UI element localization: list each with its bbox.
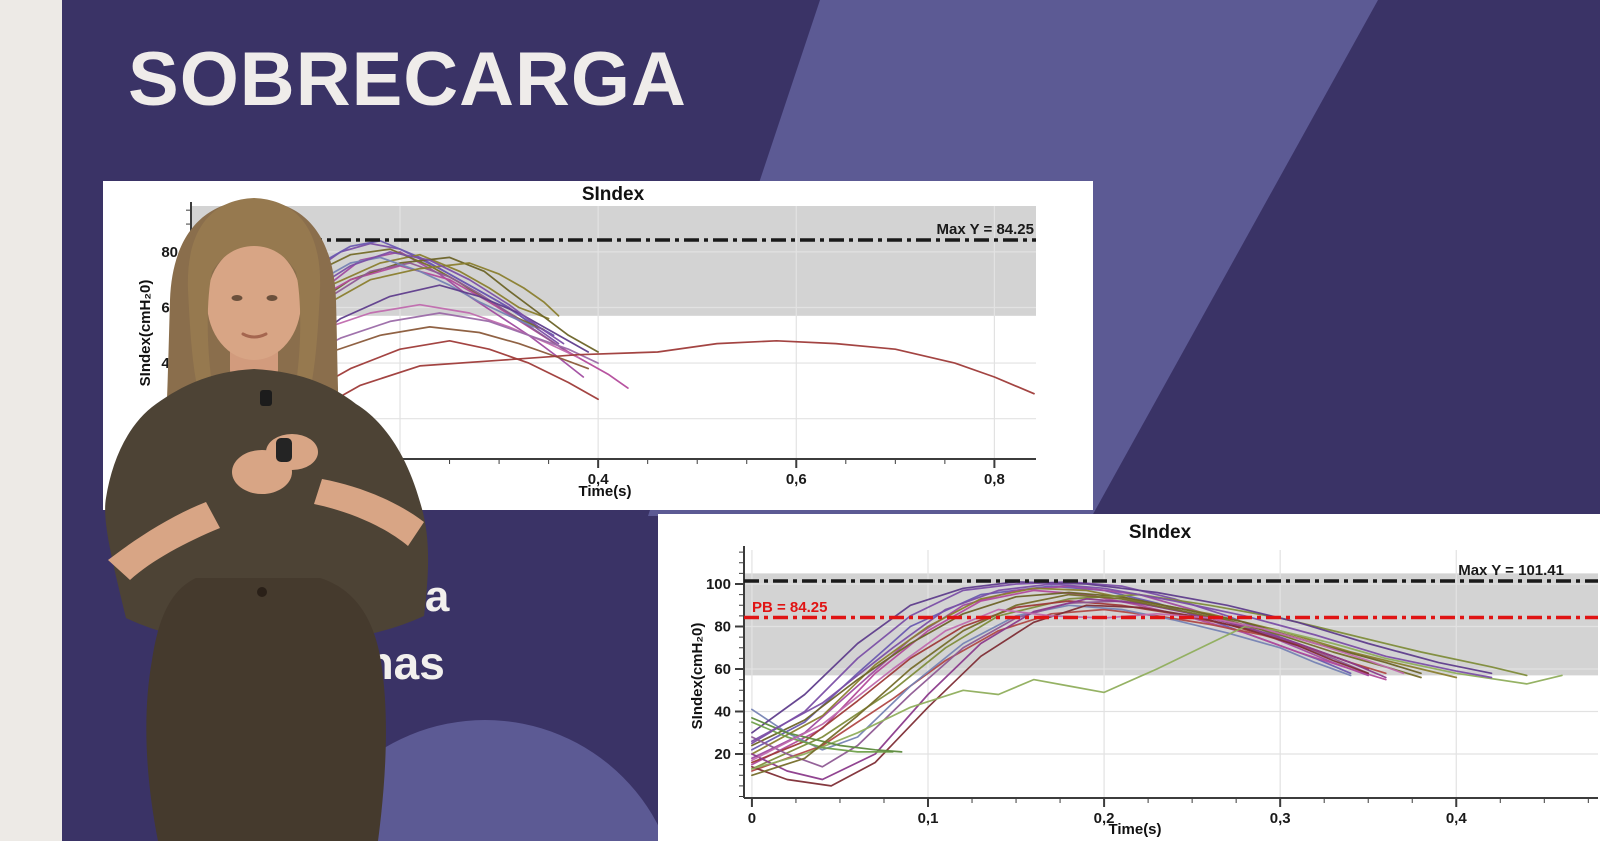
svg-text:Time(s): Time(s): [578, 483, 631, 500]
svg-text:40: 40: [161, 355, 178, 372]
svg-text:60: 60: [714, 661, 731, 678]
left-strip: [0, 0, 62, 841]
sindex-chart-bottom-panel: 0 0,1 0,2 0,3 0,4 20 40 60 80 100 Max Y = 101.41 PB…: [658, 514, 1600, 841]
svg-text:20: 20: [714, 746, 731, 763]
svg-text:0,4: 0,4: [588, 471, 610, 488]
svg-text:0,1: 0,1: [918, 810, 939, 827]
svg-text:SIndex: SIndex: [1129, 522, 1192, 543]
svg-text:Time(s): Time(s): [1108, 821, 1161, 838]
svg-text:0,2: 0,2: [1094, 810, 1115, 827]
svg-text:0,3: 0,3: [1270, 810, 1291, 827]
sindex-chart-bottom: 0 0,1 0,2 0,3 0,4 20 40 60 80 100 Max Y = 101.41 PB…: [689, 522, 1598, 838]
svg-text:0: 0: [748, 810, 756, 827]
sindex-chart-top-panel: 0,2 0,4 0,6 0,8 20 40 60 80 Max Y = 84.25 SIndex T…: [103, 181, 1093, 510]
partial-text-line-2: anas: [340, 637, 445, 689]
svg-text:100: 100: [706, 576, 731, 593]
svg-text:0,8: 0,8: [984, 471, 1005, 488]
svg-text:60: 60: [161, 299, 178, 316]
svg-text:SIndex: SIndex: [582, 184, 645, 205]
svg-text:40: 40: [714, 704, 731, 721]
slide-title: SOBRECARGA: [128, 37, 687, 122]
svg-text:PB = 84.25: PB = 84.25: [752, 599, 827, 616]
sindex-chart-top: 0,2 0,4 0,6 0,8 20 40 60 80 Max Y = 84.25 SIndex T…: [137, 184, 1036, 500]
svg-text:0,2: 0,2: [390, 471, 411, 488]
svg-text:SIndex(cmH₂0): SIndex(cmH₂0): [137, 280, 154, 387]
svg-text:80: 80: [714, 619, 731, 636]
svg-text:Max Y = 101.41: Max Y = 101.41: [1458, 562, 1564, 579]
svg-text:SIndex(cmH₂0): SIndex(cmH₂0): [689, 623, 706, 730]
svg-text:0,6: 0,6: [786, 471, 807, 488]
svg-text:20: 20: [161, 411, 178, 428]
bottom-circle-shape: [304, 720, 666, 841]
partial-text-line-1: na: [398, 572, 450, 621]
svg-text:80: 80: [161, 244, 178, 261]
svg-text:Max Y = 84.25: Max Y = 84.25: [937, 221, 1034, 238]
svg-text:0,4: 0,4: [1446, 810, 1468, 827]
